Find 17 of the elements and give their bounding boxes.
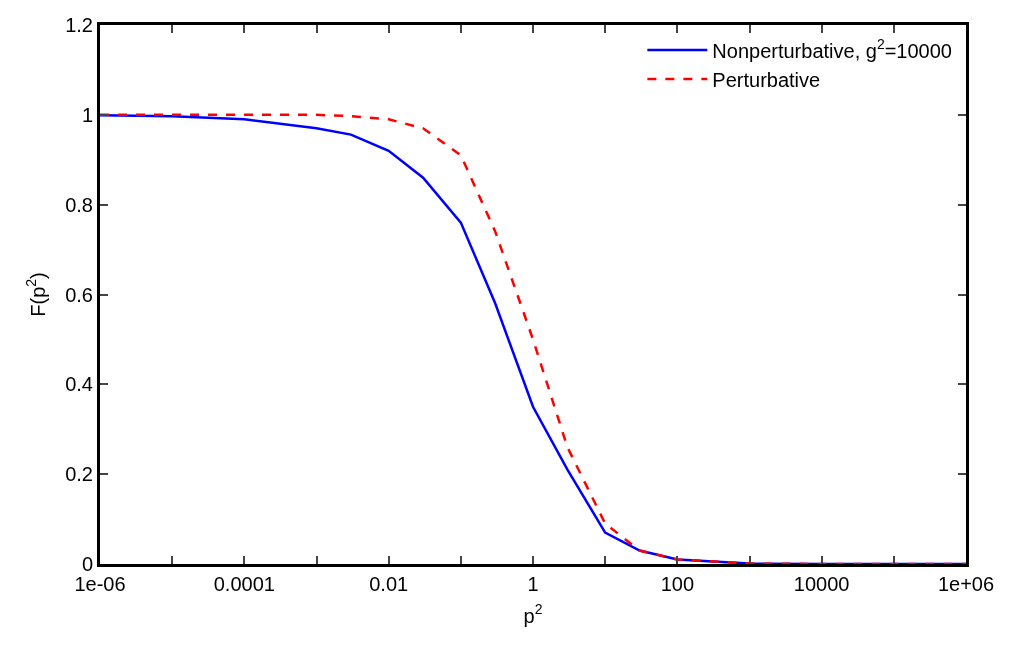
- legend-label: Perturbative: [712, 68, 821, 91]
- y-tick-label: 1.2: [65, 14, 93, 36]
- x-tick-label: 0.0001: [213, 573, 275, 595]
- x-tick-label: 0.01: [369, 573, 409, 595]
- x-tick-label: 1e-06: [74, 573, 126, 595]
- x-axis-title: p$^{2}$: [523, 601, 543, 627]
- y-tick-label: 0.4: [65, 373, 93, 396]
- y-tick-label: 0.2: [65, 463, 93, 486]
- x-tick-label: 10000: [793, 573, 850, 595]
- legend-label: Nonperturbative, g$^{2}$=10000: [712, 36, 952, 62]
- x-tick-label: 100: [660, 573, 695, 595]
- x-tick-label: 1e+06: [937, 573, 995, 595]
- y-tick-label: 0.8: [65, 193, 93, 216]
- x-tick-label: 1: [527, 573, 539, 595]
- y-tick-label: 0.6: [65, 283, 93, 306]
- y-tick-label: 1: [81, 103, 93, 126]
- y-tick-label: 0: [81, 553, 93, 575]
